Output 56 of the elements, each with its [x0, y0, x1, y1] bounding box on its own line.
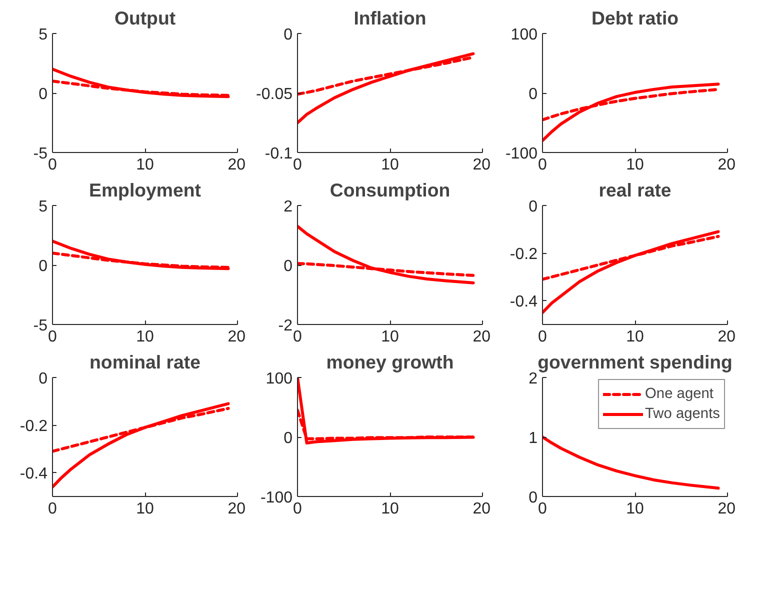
y-tick-label: -2 [278, 318, 293, 334]
y-tick-label: 2 [528, 370, 538, 388]
x-tick-label: 20 [228, 500, 246, 518]
y-tick-label: 0 [284, 258, 293, 275]
y-tick-label: 0 [38, 258, 48, 275]
y-tick-label: 0 [528, 198, 538, 216]
chart-title: Output [114, 8, 176, 28]
x-tick-label: 20 [228, 156, 246, 174]
y-tick-label: -5 [33, 318, 48, 334]
x-tick-label: 20 [472, 500, 491, 518]
y-tick-label: -0.05 [256, 86, 293, 103]
y-tick-label: 0 [284, 430, 293, 447]
x-tick-label: 20 [718, 328, 736, 346]
x-tick-label: 10 [136, 500, 154, 518]
y-tick-label: 2 [284, 198, 293, 216]
y-tick-label: 5 [38, 198, 48, 216]
y-tick-label: -0.4 [20, 466, 48, 483]
y-tick-label: -100 [260, 490, 293, 506]
x-tick-label: 10 [136, 328, 154, 346]
y-tick-label: 0 [528, 490, 538, 506]
y-tick-label: 100 [266, 370, 293, 388]
x-tick-label: 10 [136, 156, 154, 174]
y-tick-label: -0.1 [264, 146, 293, 162]
y-tick-label: -0.4 [510, 294, 538, 311]
y-tick-label: -5 [33, 146, 48, 162]
y-tick-label: 0 [38, 86, 48, 103]
x-tick-label: 10 [381, 328, 399, 346]
x-tick-label: 10 [626, 328, 644, 346]
y-tick-label: -0.2 [20, 418, 48, 436]
chart-title: Employment [89, 180, 201, 200]
legend-label: Two agents [645, 406, 720, 422]
y-tick-label: 0 [528, 86, 538, 103]
x-tick-label: 10 [626, 156, 644, 174]
chart-title: money growth [326, 352, 454, 372]
chart-title: government spending [538, 352, 732, 372]
y-tick-label: 100 [510, 26, 538, 44]
x-tick-label: 20 [472, 156, 491, 174]
legend-label: One agent [645, 386, 714, 402]
x-tick-label: 20 [228, 328, 246, 346]
chart-title: Debt ratio [591, 8, 679, 28]
y-tick-label: 0 [38, 370, 48, 388]
x-tick-label: 20 [472, 328, 491, 346]
chart-title: real rate [598, 180, 672, 200]
y-tick-label: 5 [38, 26, 48, 44]
y-tick-label: 0 [284, 26, 293, 44]
chart-title: Inflation [354, 8, 426, 28]
y-tick-label: -0.2 [510, 246, 538, 264]
x-tick-label: 20 [718, 156, 736, 174]
x-tick-label: 10 [626, 500, 644, 518]
y-tick-label: 1 [528, 430, 538, 447]
chart-title: nominal rate [90, 352, 200, 372]
chart-title: Consumption [330, 180, 450, 200]
y-tick-label: -100 [505, 146, 538, 162]
x-tick-label: 20 [718, 500, 736, 518]
x-tick-label: 10 [381, 156, 399, 174]
x-tick-label: 10 [381, 500, 399, 518]
